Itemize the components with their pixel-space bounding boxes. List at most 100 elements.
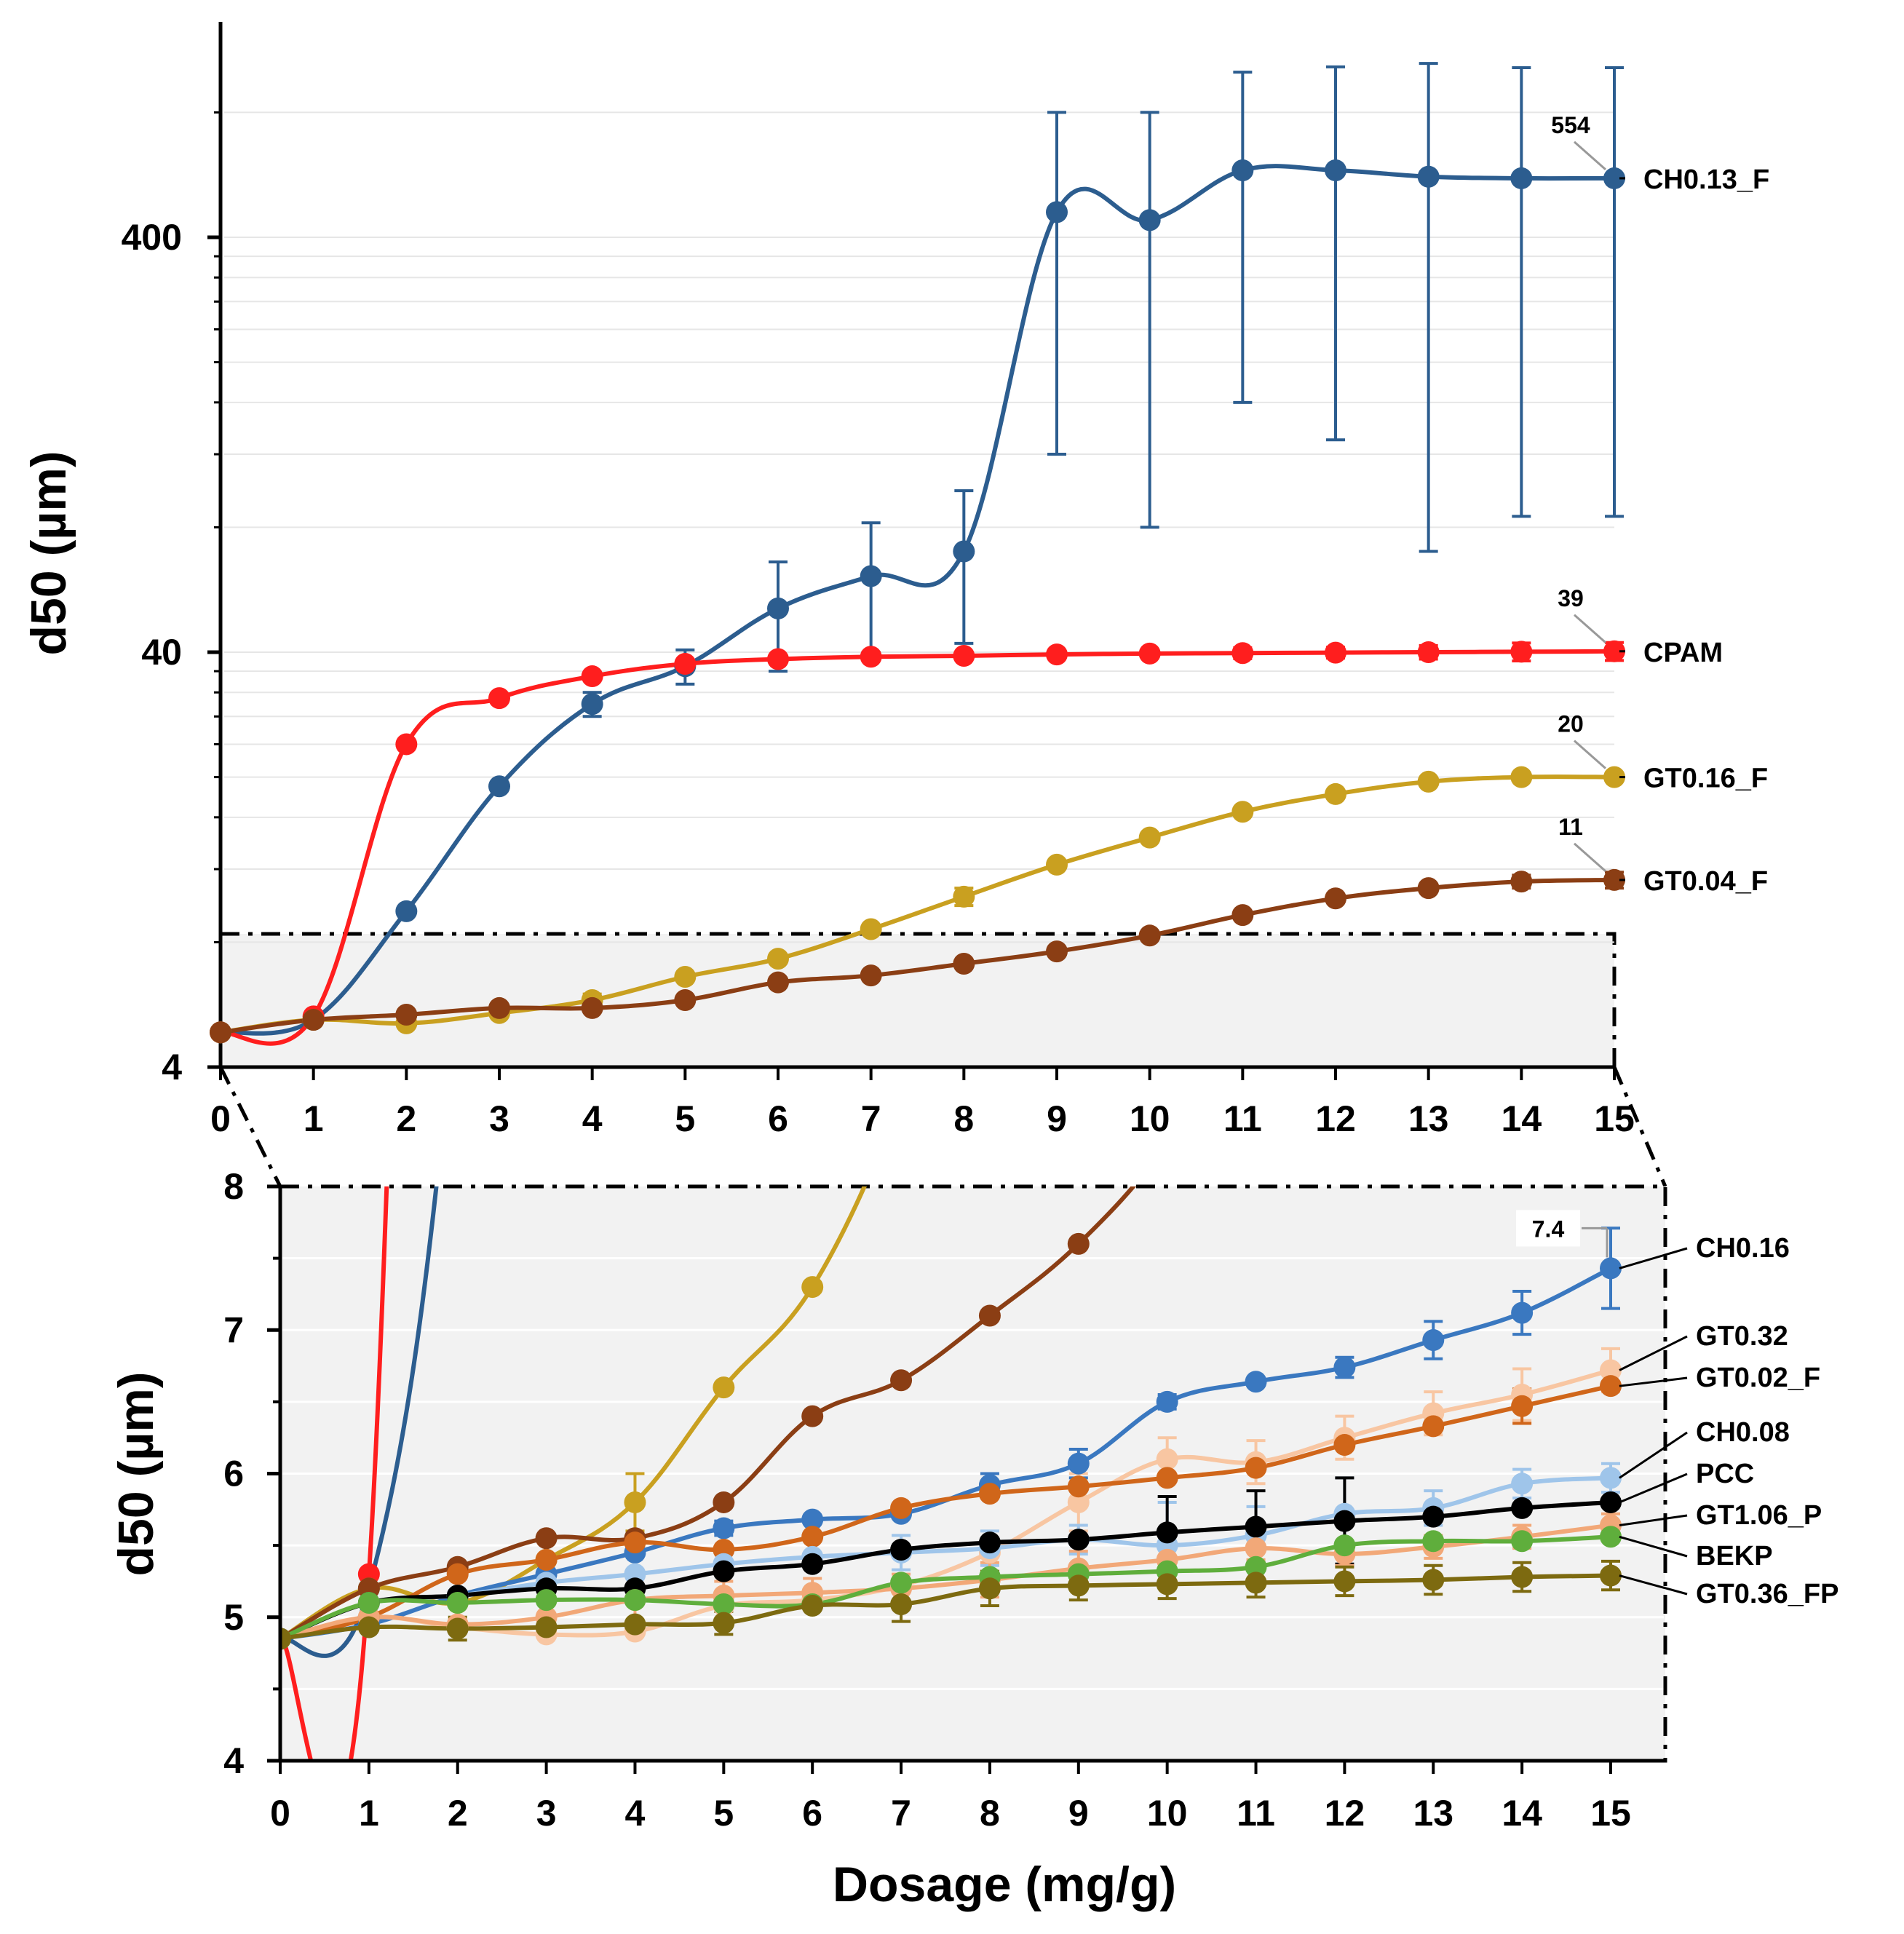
top-x-tick-label: 9 xyxy=(1047,1098,1067,1139)
bottom-point-gt0-36-fp xyxy=(624,1613,646,1636)
bottom-point-pcc xyxy=(1511,1497,1534,1519)
top-point-gt0-16-f xyxy=(1510,766,1533,788)
top-x-tick-label: 8 xyxy=(953,1098,974,1139)
bottom-x-tick-label: 9 xyxy=(1068,1793,1089,1834)
bottom-point-gt0-36-fp xyxy=(1333,1570,1356,1593)
bottom-label-gt0-32: GT0.32 xyxy=(1696,1321,1788,1352)
bottom-point-gt0-02-f xyxy=(1245,1457,1267,1479)
bottom-leader-ch0-08 xyxy=(1619,1431,1688,1479)
bottom-point-gt0-02-f xyxy=(1600,1375,1622,1398)
bottom-point-gt0-02-f xyxy=(624,1531,646,1554)
top-x-tick-label: 13 xyxy=(1408,1098,1449,1139)
top-point-ch0-13-f xyxy=(581,693,603,716)
top-series-lines xyxy=(220,164,1615,1046)
top-x-tick-label: 1 xyxy=(304,1098,324,1139)
bottom-x-tick-label: 5 xyxy=(713,1793,734,1834)
top-callout-leader-gt0-16-f xyxy=(1574,740,1606,769)
top-point-cpam xyxy=(860,646,882,668)
top-point-gt0-04-f xyxy=(1325,887,1346,910)
bottom-point-bekp xyxy=(1245,1555,1267,1578)
bottom-point-gt0-04-f xyxy=(801,1405,824,1427)
bottom-point-pcc xyxy=(1600,1491,1622,1513)
bottom-point-ch0-16 xyxy=(1067,1452,1090,1475)
bottom-label-gt0-02-f: GT0.02_F xyxy=(1696,1363,1820,1393)
bottom-point-gt0-02-f xyxy=(446,1563,469,1585)
top-zoom-region xyxy=(218,932,1617,1069)
bottom-point-gt0-32 xyxy=(1156,1448,1178,1470)
bottom-x-tick-label: 15 xyxy=(1590,1793,1631,1834)
top-x-tick-label: 5 xyxy=(675,1098,695,1139)
top-point-ch0-13-f xyxy=(1138,209,1161,231)
top-line-gt0-16-f xyxy=(220,774,1615,1035)
bottom-x-tick-label: 13 xyxy=(1413,1793,1453,1834)
bottom-series-markers xyxy=(280,1232,1622,1650)
bottom-point-gt0-36-fp xyxy=(713,1612,735,1634)
top-callout-gt0-04-f: 11 xyxy=(1558,814,1583,840)
top-point-gt0-16-f xyxy=(674,966,697,988)
bottom-label-ch0-16: CH0.16 xyxy=(1696,1233,1790,1264)
bottom-point-gt0-32 xyxy=(1067,1491,1090,1513)
top-point-cpam xyxy=(1138,642,1161,665)
top-point-cpam xyxy=(767,648,789,670)
bottom-x-tick-label: 10 xyxy=(1147,1793,1188,1834)
bottom-point-pcc xyxy=(1156,1521,1178,1544)
top-point-cpam xyxy=(1046,643,1068,666)
bottom-point-gt0-04-f xyxy=(535,1527,558,1550)
bottom-point-gt0-36-fp xyxy=(801,1594,824,1617)
top-line-gt0-04-f xyxy=(220,877,1615,1035)
top-point-gt0-16-f xyxy=(767,948,789,970)
top-point-gt0-04-f xyxy=(953,952,975,975)
top-x-tick-label: 10 xyxy=(1130,1098,1170,1139)
top-point-gt0-16-f xyxy=(1417,770,1440,793)
top-y-tick-label: 4 xyxy=(162,1047,182,1087)
bottom-point-gt0-36-fp xyxy=(280,1628,291,1650)
top-x-tick-label: 7 xyxy=(861,1098,881,1139)
bottom-y-tick-label: 5 xyxy=(223,1597,244,1638)
top-x-tick-label: 6 xyxy=(768,1098,788,1139)
top-callout-leader-ch0-13-f xyxy=(1574,140,1606,171)
bottom-leader-gt0-32 xyxy=(1619,1335,1688,1371)
bottom-point-gt0-04-f xyxy=(978,1304,1001,1327)
bottom-line-ch0-08 xyxy=(280,1475,1611,1641)
bottom-leader-bekp xyxy=(1619,1535,1688,1558)
top-callout-ch0-13-f: 554 xyxy=(1551,112,1590,138)
top-series-markers xyxy=(210,159,1625,1044)
top-callout-gt0-16-f: 20 xyxy=(1558,711,1584,737)
top-point-ch0-13-f xyxy=(953,540,975,563)
bottom-line-gt0-16-f xyxy=(280,1186,868,1641)
bottom-point-gt0-02-f xyxy=(535,1548,558,1571)
top-label-ch0-13-f: CH0.13_F xyxy=(1643,165,1769,195)
top-point-cpam xyxy=(674,652,697,675)
bottom-leader-gt0-02-f xyxy=(1619,1376,1688,1387)
top-point-gt0-16-f xyxy=(1138,826,1161,849)
bottom-point-gt0-02-f xyxy=(890,1497,913,1519)
bottom-label-bekp: BEKP xyxy=(1696,1541,1773,1572)
bottom-point-ch0-16 xyxy=(1156,1390,1178,1413)
bottom-point-gt1-06-p xyxy=(1245,1537,1267,1560)
bottom-point-bekp xyxy=(357,1592,380,1614)
bottom-point-gt0-36-fp xyxy=(446,1617,469,1640)
bottom-line-gt0-02-f xyxy=(280,1384,1611,1641)
top-x-tick-label: 2 xyxy=(396,1098,416,1139)
bottom-point-ch0-16 xyxy=(1245,1371,1267,1393)
bottom-y-axis-title: d50 (µm) xyxy=(108,1372,164,1577)
bottom-leader-gt1-06-p xyxy=(1619,1514,1688,1526)
bottom-callout-ch0-16: 7.4 xyxy=(1532,1216,1565,1242)
top-series-labels: CH0.13_F 554 CPAM 39 GT0.16_F 20 GT0.04_F 11 xyxy=(1551,112,1769,897)
bottom-x-tick-label: 12 xyxy=(1325,1793,1365,1834)
bottom-point-gt0-04-f xyxy=(713,1491,735,1513)
top-y-tick-label: 40 xyxy=(141,632,182,673)
bottom-point-gt0-36-fp xyxy=(1245,1572,1267,1594)
top-point-cpam xyxy=(953,645,975,667)
top-point-ch0-13-f xyxy=(860,565,882,587)
bottom-point-gt0-36-fp xyxy=(1067,1574,1090,1597)
top-y-axis-title: d50 (µm) xyxy=(21,451,76,656)
bottom-point-gt0-36-fp xyxy=(357,1616,380,1638)
top-line-ch0-13-f xyxy=(220,164,1615,1036)
bottom-x-tick-label: 0 xyxy=(270,1793,290,1834)
top-point-gt0-04-f xyxy=(1603,868,1625,891)
